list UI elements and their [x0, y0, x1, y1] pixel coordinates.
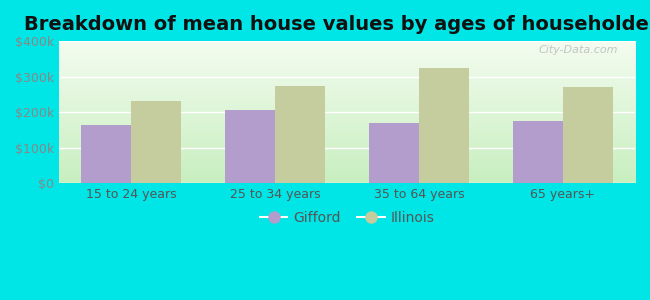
- Bar: [275, 86, 326, 183]
- Bar: [419, 68, 469, 183]
- Legend: Gifford, Illinois: Gifford, Illinois: [254, 205, 440, 230]
- Text: City-Data.com: City-Data.com: [538, 45, 617, 56]
- Bar: [563, 87, 614, 183]
- Bar: [225, 110, 275, 183]
- Bar: [81, 124, 131, 183]
- Bar: [513, 121, 563, 183]
- Bar: [131, 101, 181, 183]
- Title: Breakdown of mean house values by ages of householders: Breakdown of mean house values by ages o…: [24, 15, 650, 34]
- Bar: [369, 123, 419, 183]
